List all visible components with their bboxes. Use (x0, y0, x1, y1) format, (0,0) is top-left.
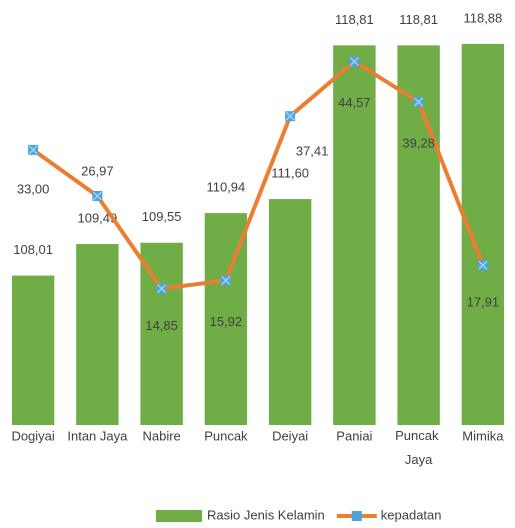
marker-cross (414, 97, 424, 107)
line-value-label: 39,28 (402, 135, 435, 150)
bar (461, 43, 505, 425)
line-value-label: 14,85 (145, 318, 178, 333)
bar-value-label: 118,81 (335, 12, 374, 27)
bar (397, 45, 440, 426)
line-marker (156, 283, 167, 294)
line-value-label: 37,41 (296, 144, 329, 159)
line-marker (220, 275, 231, 286)
line-marker (349, 56, 360, 67)
x-tick-label: Nabire (142, 428, 180, 443)
x-tick-label: Deiyai (272, 428, 308, 443)
legend-label: kepadatan (381, 507, 442, 522)
legend-swatch (156, 510, 202, 522)
line-value-label: 26,97 (81, 163, 114, 178)
bar (333, 45, 376, 426)
line-value-label: 15,92 (210, 314, 243, 329)
bar-value-label: 110,94 (206, 180, 245, 195)
bar-value-label: 111,60 (271, 165, 309, 180)
x-tick-label: Intan Jaya (67, 428, 128, 443)
bar-value-label: 109,55 (142, 209, 182, 224)
bar-value-label: 108,01 (13, 242, 53, 257)
x-tick-label: Paniai (336, 428, 372, 443)
bar-value-label: 118,88 (463, 10, 502, 25)
marker-cross (92, 191, 102, 201)
marker-cross (478, 260, 488, 270)
line-marker (92, 190, 103, 201)
bar-value-label: 109,49 (77, 210, 117, 225)
marker-cross (157, 284, 167, 294)
x-tick-label: Mimika (462, 428, 504, 443)
legend-label: Rasio Jenis Kelamin (207, 507, 325, 522)
x-tick-label: Dogiyai (11, 428, 54, 443)
legend-marker (351, 511, 362, 521)
marker-cross (285, 111, 295, 121)
marker-cross (349, 56, 359, 67)
bar (11, 275, 55, 425)
line-marker (28, 144, 39, 155)
line-value-label: 17,91 (467, 295, 500, 310)
line-marker (285, 111, 296, 122)
line (31, 59, 485, 291)
marker-cross (28, 145, 38, 155)
line-marker (477, 260, 488, 271)
line-marker (413, 96, 424, 107)
marker-cross (221, 275, 231, 285)
line-value-label: 44,57 (338, 95, 371, 110)
bar (140, 242, 183, 425)
line-value-label: 33,00 (17, 181, 50, 196)
bar (76, 244, 119, 425)
bar (268, 199, 312, 425)
x-tick-label: Puncak Jaya (395, 428, 442, 467)
x-tick-label: Puncak (204, 428, 248, 443)
bar-value-label: 118,81 (399, 12, 438, 27)
